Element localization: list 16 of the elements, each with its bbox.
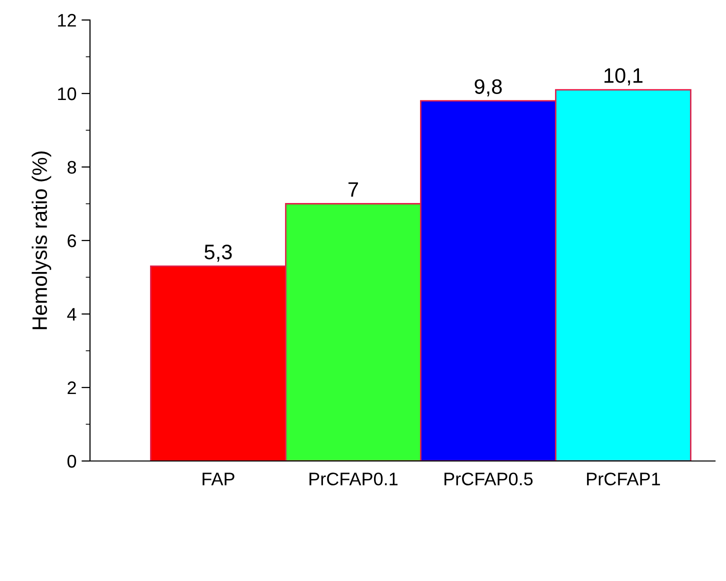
x-tick-label: PrCFAP1 <box>587 472 660 486</box>
y-tick-label: 0 <box>67 454 76 468</box>
y-tick-label: 6 <box>68 234 76 248</box>
y-tick-label: 2 <box>68 381 76 394</box>
data-label: 10,1 <box>604 68 642 86</box>
data-label: 5,3 <box>204 244 232 262</box>
data-label: 7 <box>348 182 358 197</box>
x-tick-label: FAP <box>202 472 234 486</box>
y-axis-title: Hemolysis ratio (%) <box>32 152 52 330</box>
y-tick-label: 12 <box>58 14 76 27</box>
y-tick-label: 10 <box>58 87 76 100</box>
x-tick-label: PrCFAP0.5 <box>444 472 533 486</box>
data-label: 9,8 <box>474 79 502 96</box>
y-tick-label: 8 <box>68 160 76 174</box>
x-tick-label: PrCFAP0.1 <box>310 472 398 486</box>
y-tick-label: 4 <box>67 308 76 321</box>
